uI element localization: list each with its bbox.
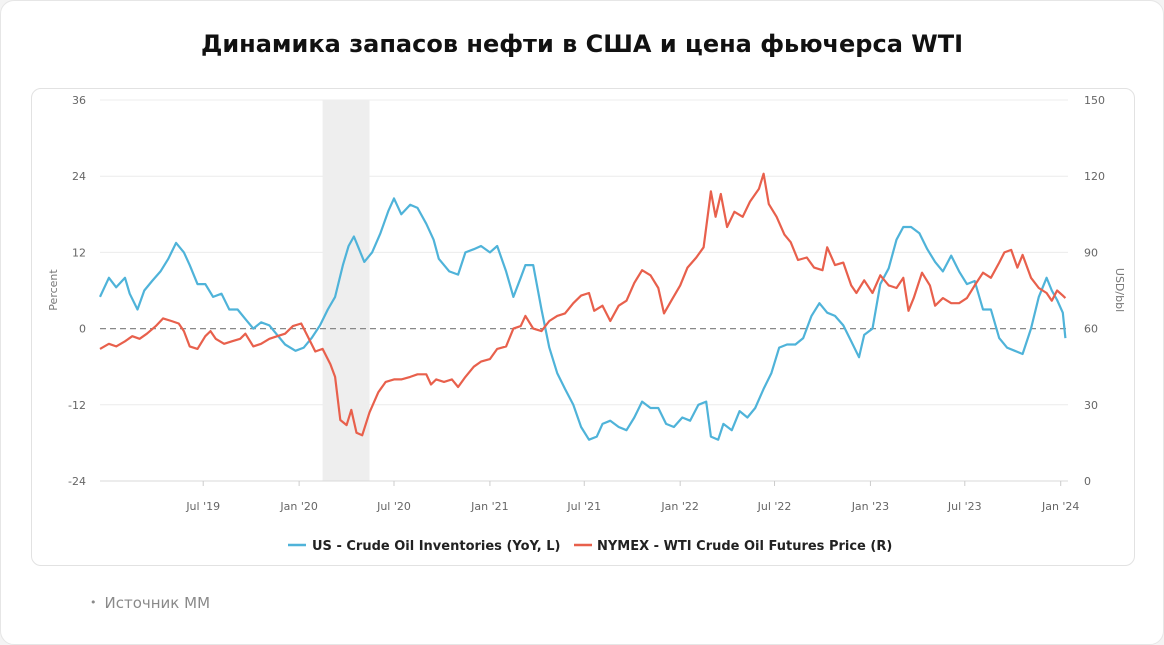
left-tick-label: 0 bbox=[79, 323, 86, 336]
left-tick-label: 24 bbox=[72, 170, 86, 183]
x-tick-label: Jan '23 bbox=[851, 500, 889, 513]
bullet-glyph: • bbox=[90, 596, 97, 609]
legend-label-wti[interactable]: NYMEX - WTI Crude Oil Futures Price (R) bbox=[597, 539, 892, 554]
x-tick-label: Jan '24 bbox=[1041, 500, 1079, 513]
x-tick-label: Jul '22 bbox=[757, 500, 792, 513]
right-axis-ticks: 0 30 60 90 120 150 bbox=[1084, 94, 1105, 488]
x-tick-label: Jul '21 bbox=[566, 500, 601, 513]
recession-shading bbox=[322, 100, 370, 481]
legend-label-inventories[interactable]: US - Crude Oil Inventories (YoY, L) bbox=[312, 539, 561, 554]
grid bbox=[100, 99, 1068, 482]
page-title: Динамика запасов нефти в США и цена фьюч… bbox=[200, 30, 964, 58]
x-tick-label: Jan '22 bbox=[660, 500, 698, 513]
left-tick-label: -24 bbox=[68, 475, 86, 488]
series-line-inventories bbox=[99, 197, 1067, 441]
legend: US - Crude Oil Inventories (YoY, L) NYME… bbox=[288, 539, 892, 554]
right-tick-label: 90 bbox=[1084, 246, 1098, 259]
x-tick-label: Jul '20 bbox=[376, 500, 411, 513]
right-tick-label: 0 bbox=[1084, 475, 1091, 488]
chart-card bbox=[31, 88, 1135, 566]
right-tick-label: 60 bbox=[1084, 323, 1098, 336]
x-tick-label: Jan '21 bbox=[470, 500, 508, 513]
right-tick-label: 120 bbox=[1084, 170, 1105, 183]
right-axis-label: USD/bbl bbox=[1113, 268, 1126, 312]
source-note: • Источник ММ bbox=[90, 594, 210, 612]
left-tick-label: 36 bbox=[72, 94, 86, 107]
left-axis-label: Percent bbox=[47, 269, 60, 311]
series-lines bbox=[99, 172, 1067, 441]
source-text: Источник ММ bbox=[104, 594, 211, 612]
left-tick-label: -12 bbox=[68, 399, 86, 412]
series-line-wti bbox=[99, 172, 1067, 437]
x-tick-label: Jan '20 bbox=[279, 500, 317, 513]
left-tick-label: 12 bbox=[72, 246, 86, 259]
right-tick-label: 30 bbox=[1084, 399, 1098, 412]
x-tick-label: Jul '23 bbox=[947, 500, 982, 513]
right-tick-label: 150 bbox=[1084, 94, 1105, 107]
x-tick-label: Jul '19 bbox=[185, 500, 220, 513]
x-axis-ticks: Jul '19 Jan '20 Jul '20 Jan '21 Jul '21 Jan '… bbox=[100, 480, 1079, 513]
left-axis-ticks: -24 -12 0 12 24 36 bbox=[68, 94, 86, 488]
recession-shading-group bbox=[322, 100, 370, 481]
